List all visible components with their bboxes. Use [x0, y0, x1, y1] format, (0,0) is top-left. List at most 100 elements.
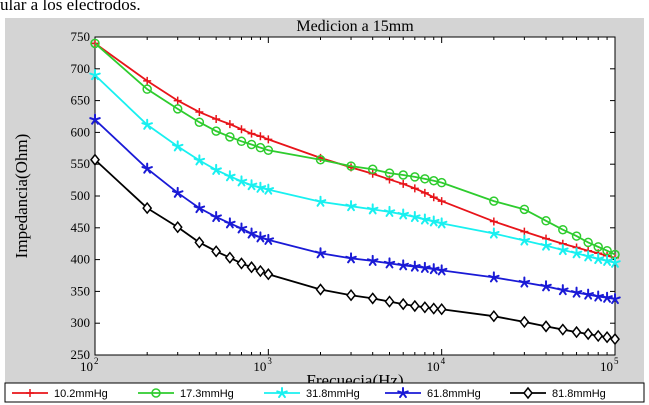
x-tick-label-base: 10: [600, 359, 613, 374]
circle-marker: [420, 174, 430, 184]
circle-marker: [593, 242, 603, 252]
star-marker: [409, 260, 421, 272]
star-marker: [557, 284, 569, 296]
series-61.8mmHg: [89, 113, 621, 305]
legend-box: [4, 382, 645, 403]
legend-label: 17.3mmHg: [180, 388, 234, 400]
series-layer: [89, 38, 621, 346]
diamond-marker: [519, 315, 530, 329]
y-tick-label: 400: [71, 252, 91, 267]
y-tick-label: 250: [71, 347, 91, 362]
star-marker: [409, 210, 421, 223]
y-tick-label: 750: [71, 29, 91, 44]
x-tick-label-exponent: 5: [614, 356, 619, 366]
diamond-marker: [436, 303, 447, 316]
x-tick-label-base: 10: [80, 359, 93, 374]
diamond-marker: [224, 251, 235, 264]
star-marker: [366, 254, 379, 266]
diamond-marker: [557, 323, 568, 336]
star-marker: [488, 271, 500, 283]
plus-marker: [489, 217, 498, 226]
legend-entry: 31.8mmHg: [264, 387, 360, 400]
circle-marker: [541, 216, 551, 226]
y-tick-label: 500: [71, 188, 91, 203]
plus-marker: [437, 197, 446, 206]
plus-marker: [520, 227, 529, 236]
diamond-marker: [263, 268, 274, 281]
star-marker: [518, 276, 531, 288]
plus-marker: [264, 135, 273, 144]
y-tick-label: 650: [71, 93, 91, 108]
star-marker: [193, 154, 206, 166]
star-marker: [540, 280, 552, 292]
star-marker: [366, 203, 379, 215]
star-marker: [254, 231, 267, 243]
circle-marker: [558, 224, 568, 235]
legend-label: 10.2mmHg: [54, 388, 108, 400]
star-marker: [276, 387, 288, 399]
diamond-marker: [523, 386, 533, 400]
series-line: [94, 42, 616, 259]
legend-entry: 10.2mmHg: [12, 388, 108, 400]
y-tick-label: 450: [71, 220, 91, 235]
caption-fragment: ular a los electrodos.: [0, 0, 141, 14]
x-tick-label-exponent: 2: [94, 356, 99, 366]
diamond-marker: [541, 320, 551, 333]
star-marker: [171, 186, 184, 198]
circle-marker: [583, 237, 593, 248]
y-tick-label: 300: [71, 315, 91, 330]
y-tick-label: 700: [71, 61, 91, 76]
star-marker: [245, 227, 258, 239]
star-marker: [518, 234, 531, 246]
diamond-marker: [419, 301, 430, 314]
diamond-marker: [194, 236, 205, 249]
diamond-marker: [172, 220, 183, 234]
circle-marker: [346, 161, 356, 171]
star-marker: [262, 183, 275, 195]
circle-marker: [194, 117, 205, 127]
diamond-marker: [398, 297, 409, 311]
star-marker: [397, 208, 409, 220]
circle-marker: [263, 145, 274, 155]
plus-marker: [225, 120, 234, 129]
star-marker: [345, 252, 357, 264]
star-marker: [314, 247, 327, 259]
star-marker: [224, 217, 236, 229]
circle-marker: [172, 104, 183, 114]
diamond-marker: [428, 302, 439, 315]
plus-marker: [247, 129, 256, 138]
series-17.3mmHg: [90, 38, 620, 260]
diamond-marker: [602, 330, 613, 344]
plus-marker: [143, 76, 152, 85]
star-marker: [435, 217, 448, 229]
y-tick-label: 550: [71, 156, 91, 171]
legend-entry: 61.8mmHg: [385, 387, 481, 400]
star-marker: [383, 205, 396, 217]
star-marker: [141, 162, 153, 174]
star-marker: [427, 215, 440, 227]
diamond-marker: [90, 153, 100, 166]
chart-title: Medicion a 15mm: [296, 18, 414, 35]
plus-marker: [173, 96, 182, 105]
diamond-marker: [583, 327, 594, 341]
legend: 10.2mmHg 17.3mmHg 31.8mmHg 61.8mmHg 81.8mmHg: [12, 386, 606, 400]
circle-marker: [384, 168, 395, 178]
star-marker: [419, 261, 431, 273]
diamond-marker: [255, 264, 266, 278]
circle-marker: [315, 154, 326, 165]
star-marker: [592, 290, 604, 302]
plus-marker: [26, 389, 34, 397]
star-marker: [570, 247, 583, 259]
plus-marker: [420, 188, 429, 197]
star-marker: [262, 233, 275, 245]
star-marker: [488, 227, 500, 239]
circle-marker: [211, 126, 221, 136]
star-marker: [224, 170, 236, 182]
legend-entry: 81.8mmHg: [510, 386, 606, 400]
circle-marker: [571, 231, 582, 241]
star-marker: [592, 252, 604, 265]
x-tick-label: 10 3: [253, 356, 272, 374]
star-marker: [210, 210, 222, 223]
plus-marker: [410, 184, 419, 193]
